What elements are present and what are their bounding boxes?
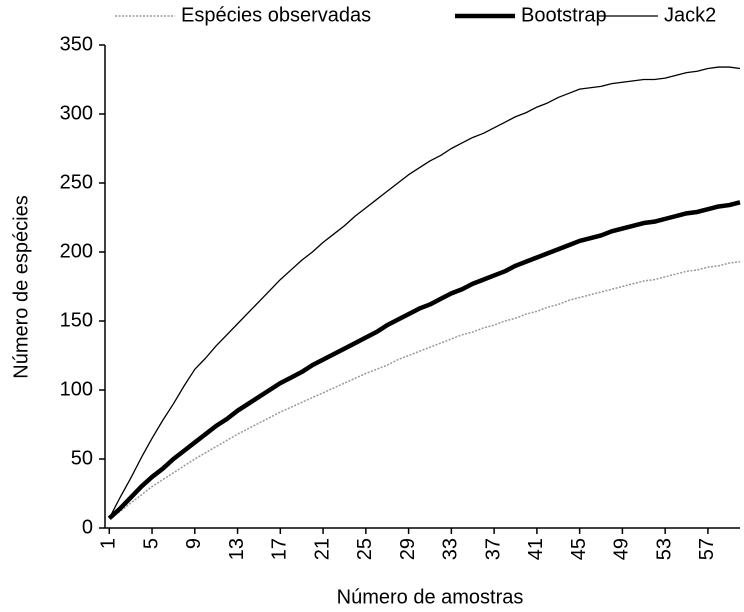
y-tick-label: 300 [60,102,93,124]
x-tick-label: 5 [140,538,162,549]
y-tick-label: 250 [60,171,93,193]
x-tick-label: 41 [525,538,547,560]
x-axis-title: Número de amostras [337,586,524,608]
y-tick-label: 100 [60,378,93,400]
y-tick-label: 350 [60,33,93,55]
x-tick-label: 53 [653,538,675,560]
series-line [108,260,741,519]
x-tick-label: 37 [482,538,504,560]
y-tick-label: 150 [60,309,93,331]
x-tick-label: 57 [696,538,718,560]
y-tick-label: 50 [71,447,93,469]
x-tick-label: 1 [98,538,120,549]
series-line [108,66,741,519]
y-tick-label: 200 [60,240,93,262]
y-tick-label: 0 [82,516,93,538]
legend-label: Bootstrap [521,4,607,26]
x-tick-label: 21 [311,538,333,560]
series-line [107,200,741,521]
legend-label: Espécies observadas [181,4,371,26]
legend-label: Jack2 [664,4,716,26]
x-tick-label: 9 [183,538,205,549]
x-tick-label: 49 [611,538,633,560]
x-tick-label: 45 [568,538,590,560]
x-tick-label: 13 [226,538,248,560]
x-tick-label: 29 [397,538,419,560]
x-tick-label: 17 [269,538,291,560]
x-tick-label: 33 [440,538,462,560]
x-tick-label: 25 [354,538,376,560]
y-axis-title: Número de espécies [10,195,32,378]
